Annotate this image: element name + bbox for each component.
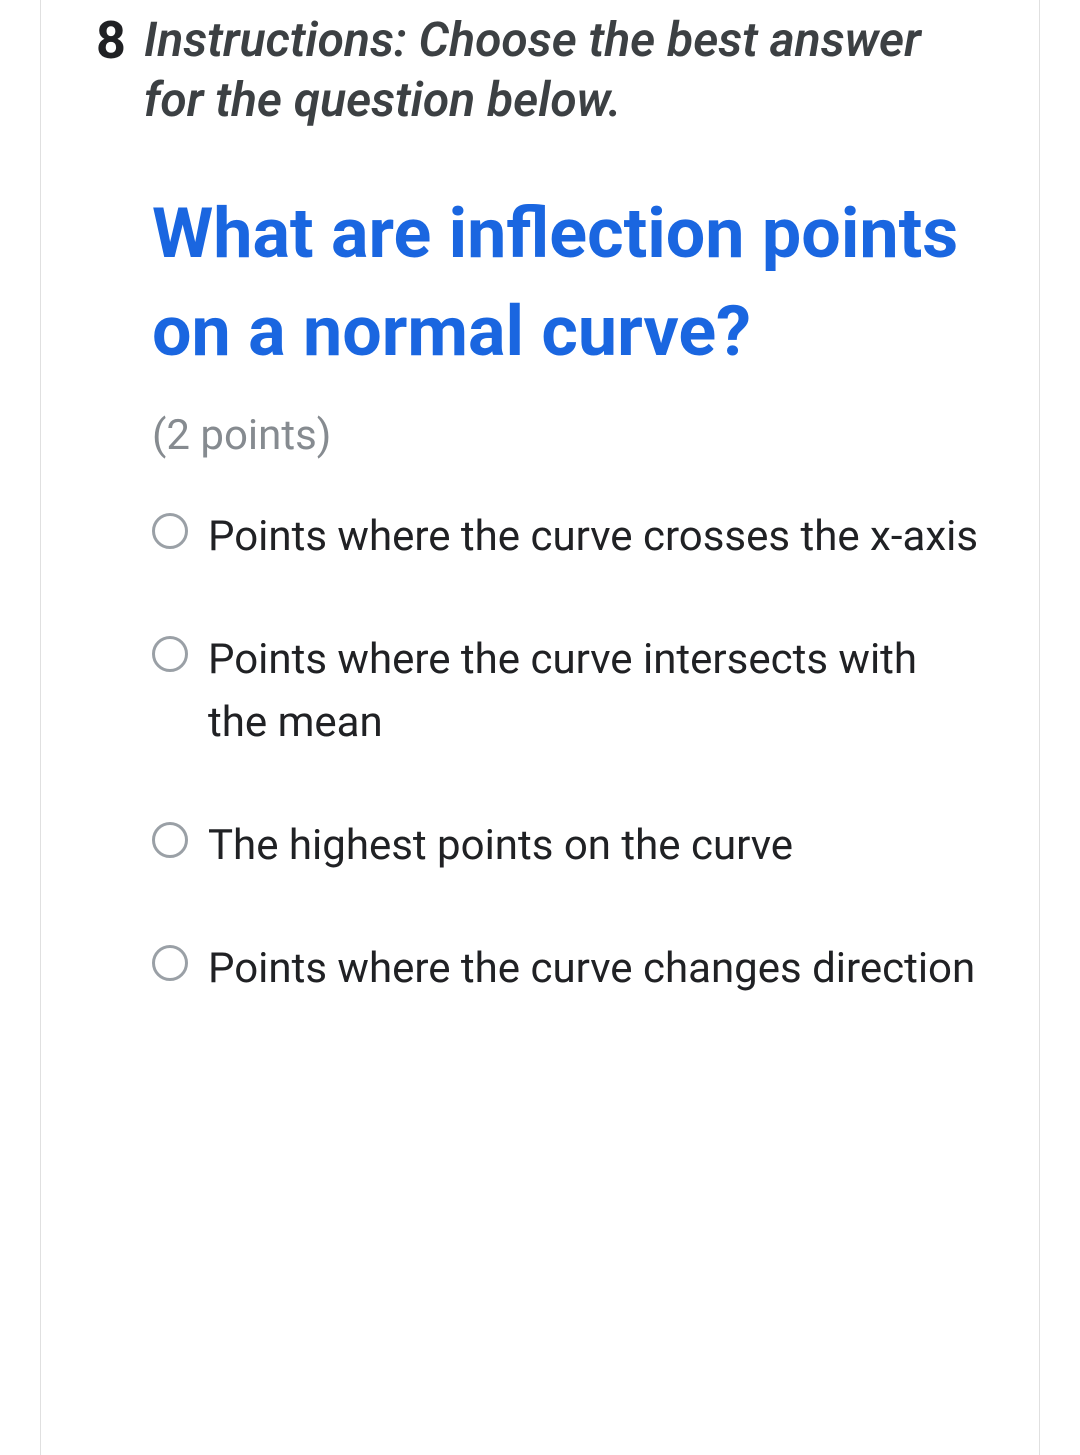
option-1[interactable]: Points where the curve intersects with t… [152, 628, 984, 754]
option-text: Points where the curve changes direction [208, 937, 975, 1000]
question-header: 8 Instructions: Choose the best answer f… [96, 10, 984, 130]
radio-icon [152, 636, 188, 672]
question-card: 8 Instructions: Choose the best answer f… [40, 0, 1040, 1455]
radio-icon [152, 822, 188, 858]
options-list: Points where the curve crosses the x-axi… [152, 505, 984, 1000]
option-3[interactable]: Points where the curve changes direction [152, 937, 984, 1000]
option-text: Points where the curve intersects with t… [208, 628, 984, 754]
radio-icon [152, 513, 188, 549]
question-content: What are inflection points on a normal c… [96, 185, 984, 1000]
option-2[interactable]: The highest points on the curve [152, 814, 984, 877]
question-number: 8 [96, 10, 126, 72]
option-text: Points where the curve crosses the x-axi… [208, 505, 978, 568]
question-title: What are inflection points on a normal c… [152, 185, 984, 381]
option-text: The highest points on the curve [208, 814, 793, 877]
option-0[interactable]: Points where the curve crosses the x-axi… [152, 505, 984, 568]
question-points: (2 points) [152, 411, 984, 460]
radio-icon [152, 945, 188, 981]
question-instructions: Instructions: Choose the best answer for… [144, 10, 984, 130]
